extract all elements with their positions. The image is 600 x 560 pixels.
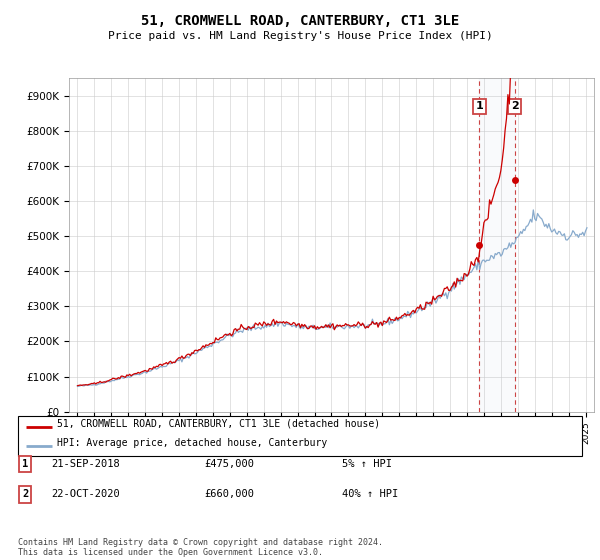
Text: 40% ↑ HPI: 40% ↑ HPI bbox=[342, 489, 398, 500]
Text: Contains HM Land Registry data © Crown copyright and database right 2024.
This d: Contains HM Land Registry data © Crown c… bbox=[18, 538, 383, 557]
Text: 2: 2 bbox=[22, 489, 28, 500]
Text: 1: 1 bbox=[22, 459, 28, 469]
Text: £475,000: £475,000 bbox=[204, 459, 254, 469]
Text: Price paid vs. HM Land Registry's House Price Index (HPI): Price paid vs. HM Land Registry's House … bbox=[107, 31, 493, 41]
Text: 22-OCT-2020: 22-OCT-2020 bbox=[51, 489, 120, 500]
Text: 2: 2 bbox=[511, 101, 518, 111]
Text: 51, CROMWELL ROAD, CANTERBURY, CT1 3LE: 51, CROMWELL ROAD, CANTERBURY, CT1 3LE bbox=[141, 14, 459, 28]
Text: 5% ↑ HPI: 5% ↑ HPI bbox=[342, 459, 392, 469]
Text: 51, CROMWELL ROAD, CANTERBURY, CT1 3LE (detached house): 51, CROMWELL ROAD, CANTERBURY, CT1 3LE (… bbox=[58, 418, 380, 428]
Text: HPI: Average price, detached house, Canterbury: HPI: Average price, detached house, Cant… bbox=[58, 438, 328, 448]
Text: 1: 1 bbox=[475, 101, 483, 111]
Bar bbox=[479, 78, 515, 412]
Text: 21-SEP-2018: 21-SEP-2018 bbox=[51, 459, 120, 469]
Text: £660,000: £660,000 bbox=[204, 489, 254, 500]
